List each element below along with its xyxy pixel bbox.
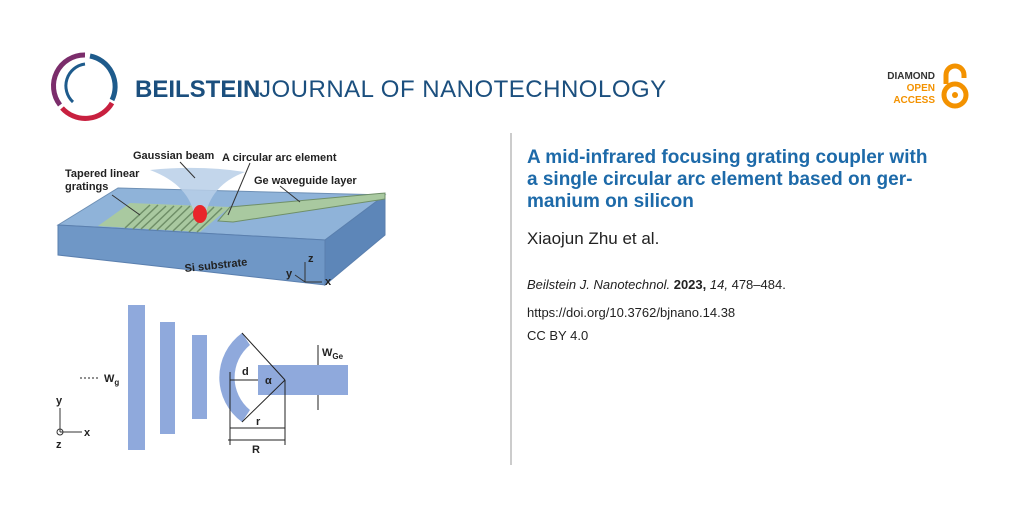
figure-label: r xyxy=(256,416,261,428)
citation-journal: Beilstein J. Nanotechnol. xyxy=(527,277,670,292)
label: W xyxy=(322,347,333,359)
open-access-icon xyxy=(941,63,969,109)
axis-3d xyxy=(294,262,322,283)
label: Ge xyxy=(332,352,343,361)
journal-name: JOURNAL OF NANOTECHNOLOGY xyxy=(259,76,667,103)
figure-label: Wg xyxy=(104,373,119,387)
label: W xyxy=(104,373,115,385)
figure-label: Ge waveguide layer xyxy=(254,175,357,187)
gaussian-beam xyxy=(150,167,245,218)
ge-waveguide xyxy=(216,192,386,223)
lock-body xyxy=(941,81,969,109)
grating-lines xyxy=(124,204,223,233)
label: g xyxy=(114,378,119,387)
axis-label: y xyxy=(56,395,63,407)
logo-ring xyxy=(60,101,115,121)
brand: BEILSTEIN xyxy=(135,76,260,103)
figure-label: α xyxy=(265,375,272,387)
pointers xyxy=(111,161,301,216)
authors: Xiaojun Zhu et al. xyxy=(527,229,659,248)
beam-spot xyxy=(193,205,207,223)
dimension-lines xyxy=(80,332,319,445)
title-line: manium on silicon xyxy=(527,191,694,212)
axis-2d xyxy=(56,408,82,436)
badge-text: DIAMOND xyxy=(887,71,935,82)
logo-ring xyxy=(89,53,118,102)
axis-label: z xyxy=(308,253,314,265)
lock-shackle xyxy=(943,63,967,84)
axis-label: y xyxy=(286,268,293,280)
axis-label: x xyxy=(325,276,332,288)
license: CC BY 4.0 xyxy=(527,328,588,343)
slab-side xyxy=(324,194,386,287)
logo xyxy=(51,52,118,121)
grating-bar xyxy=(160,322,175,434)
logo-ring xyxy=(64,62,86,104)
axis-label: x xyxy=(84,427,91,439)
lock-dot xyxy=(952,92,958,98)
badge-text: ACCESS xyxy=(893,95,935,106)
figure-2d: Wg d α r R WGe y x z xyxy=(56,305,348,456)
axis-label: z xyxy=(56,439,62,451)
citation-year: 2023, xyxy=(674,277,707,292)
grating-bar xyxy=(128,305,145,450)
figure-label: Gaussian beam xyxy=(133,150,215,162)
logo-ring xyxy=(51,52,86,107)
title-line: a single circular arc element based on g… xyxy=(527,169,912,190)
figure-label: d xyxy=(242,366,249,378)
waveguide xyxy=(258,365,348,395)
grating-bar xyxy=(192,335,207,419)
doi: https://doi.org/10.3762/bjnano.14.38 xyxy=(527,305,735,320)
article-title: A mid-infrared focusing grating coupler … xyxy=(527,147,927,212)
citation-pages: 478–484. xyxy=(732,277,786,292)
figure-label: A circular arc element xyxy=(222,152,337,164)
arc-element xyxy=(219,333,250,422)
citation-volume: 14, xyxy=(710,277,728,292)
title-line: A mid-infrared focusing grating coupler … xyxy=(527,147,927,168)
figure-label: Tapered linear xyxy=(65,168,140,180)
figure-label: gratings xyxy=(65,181,108,193)
figure-label: WGe xyxy=(322,347,344,361)
figure-3d: Gaussian beam A circular arc element Tap… xyxy=(56,150,387,288)
figure-label: R xyxy=(252,444,260,456)
badge-text: OPEN xyxy=(907,83,935,94)
citation: Beilstein J. Nanotechnol. 2023, 14, 478–… xyxy=(527,277,786,292)
